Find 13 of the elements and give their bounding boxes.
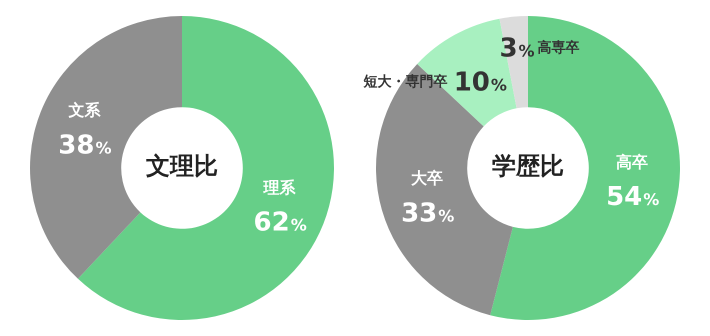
data-label: 62% (254, 208, 307, 238)
slice-label: 高卒 (616, 152, 648, 172)
data-label: 33% (401, 198, 454, 228)
slice-label: 高専卒 (538, 39, 580, 56)
slice-label: 文系 (67, 100, 102, 120)
data-label: 10% (454, 67, 507, 98)
slice-label: 大卒 (411, 168, 444, 188)
slice-label: 短大・専門卒 (362, 73, 448, 90)
slice-label: 理系 (262, 178, 297, 197)
text: 学歴比 (492, 152, 564, 180)
data-label: 54% (606, 182, 660, 212)
text: 文理比 (146, 152, 218, 180)
data-label: 38% (58, 130, 112, 160)
